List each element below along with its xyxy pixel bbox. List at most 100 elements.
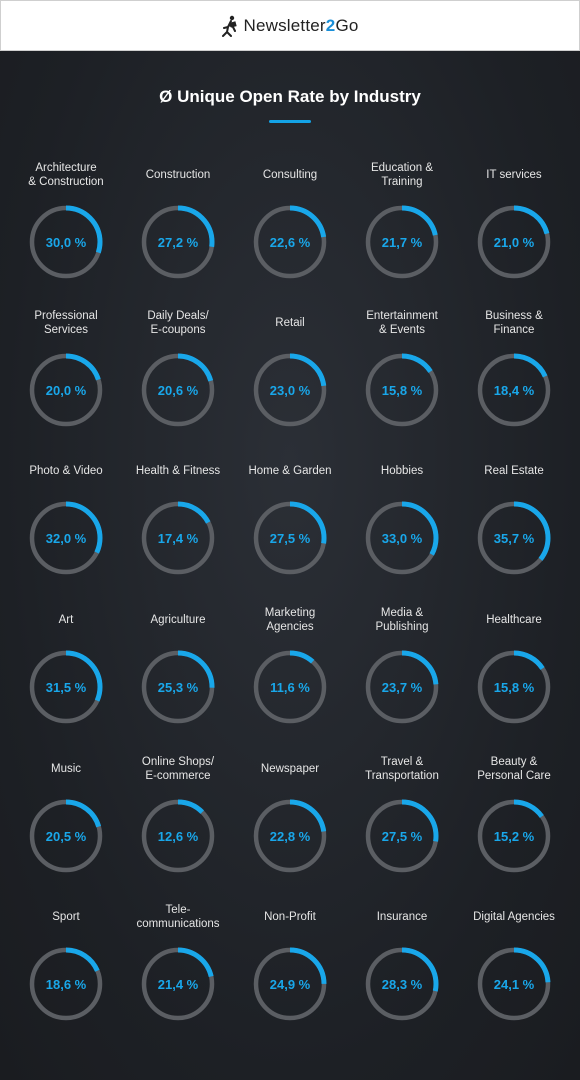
radial-progress bbox=[141, 353, 215, 427]
industry-cell: Health & Fitness 17,4 % bbox=[122, 454, 234, 602]
open-rate-value: 21,0 % bbox=[493, 234, 535, 250]
industry-label: Media & Publishing bbox=[375, 607, 429, 633]
industry-label: Online Shops/ E-commerce bbox=[141, 756, 215, 782]
radial-progress bbox=[365, 650, 439, 724]
industry-label: Consulting bbox=[262, 169, 318, 181]
industry-cell: Tele- communications 21,4 % bbox=[122, 900, 234, 1048]
open-rate-value: 20,5 % bbox=[45, 828, 87, 844]
open-rate-value: 24,1 % bbox=[493, 976, 535, 992]
ring-value-arc bbox=[477, 205, 551, 279]
industry-label: Hobbies bbox=[380, 465, 424, 477]
open-rate-value: 22,8 % bbox=[269, 828, 311, 844]
radial-progress bbox=[477, 205, 551, 279]
ring-value-arc bbox=[253, 501, 327, 575]
radial-progress bbox=[253, 205, 327, 279]
ring-value-arc bbox=[253, 353, 327, 427]
radial-progress bbox=[365, 799, 439, 873]
open-rate-value: 23,0 % bbox=[269, 382, 311, 398]
industry-label: Sport bbox=[52, 911, 80, 923]
industry-label: Music bbox=[50, 763, 82, 775]
industry-cell: Hobbies 33,0 % bbox=[346, 454, 458, 602]
industry-cell: Agriculture 25,3 % bbox=[122, 603, 234, 751]
industry-label: Education & Training bbox=[370, 162, 433, 188]
industry-label: Retail bbox=[275, 317, 305, 329]
radial-progress bbox=[365, 353, 439, 427]
open-rate-value: 32,0 % bbox=[45, 530, 87, 546]
radial-progress bbox=[365, 501, 439, 575]
ring-value-arc bbox=[477, 799, 551, 873]
industry-label: Agriculture bbox=[150, 614, 206, 626]
radial-progress bbox=[477, 353, 551, 427]
industry-cell: IT services 21,0 % bbox=[458, 158, 570, 306]
radial-progress bbox=[141, 205, 215, 279]
industry-cell: Newspaper 22,8 % bbox=[234, 752, 346, 900]
industry-cell: Construction 27,2 % bbox=[122, 158, 234, 306]
industry-label: Newspaper bbox=[260, 763, 320, 775]
industry-label: Marketing Agencies bbox=[264, 607, 316, 633]
radial-progress bbox=[253, 353, 327, 427]
radial-progress bbox=[141, 799, 215, 873]
industry-cell: Home & Garden 27,5 % bbox=[234, 454, 346, 602]
open-rate-value: 17,4 % bbox=[157, 530, 199, 546]
industry-cell: Business & Finance 18,4 % bbox=[458, 306, 570, 454]
ring-value-arc bbox=[477, 353, 551, 427]
industry-cell: Professional Services 20,0 % bbox=[10, 306, 122, 454]
industry-cell: Insurance 28,3 % bbox=[346, 900, 458, 1048]
logo-text: Newsletter2Go bbox=[243, 15, 359, 35]
industry-cell: Travel & Transportation 27,5 % bbox=[346, 752, 458, 900]
open-rate-value: 20,6 % bbox=[157, 382, 199, 398]
industry-label: Art bbox=[58, 614, 74, 626]
open-rate-value: 31,5 % bbox=[45, 679, 87, 695]
industry-cell: Real Estate 35,7 % bbox=[458, 454, 570, 602]
open-rate-value: 27,5 % bbox=[381, 828, 423, 844]
open-rate-value: 27,5 % bbox=[269, 530, 311, 546]
industry-cell: Architecture & Construction 30,0 % bbox=[10, 158, 122, 306]
open-rate-value: 23,7 % bbox=[381, 679, 423, 695]
radial-progress bbox=[29, 650, 103, 724]
radial-progress bbox=[253, 650, 327, 724]
radial-progress bbox=[477, 799, 551, 873]
industry-label: Tele- communications bbox=[136, 904, 220, 930]
industry-cell: Retail 23,0 % bbox=[234, 306, 346, 454]
open-rate-value: 12,6 % bbox=[157, 828, 199, 844]
industry-cell: Media & Publishing 23,7 % bbox=[346, 603, 458, 751]
open-rate-value: 20,0 % bbox=[45, 382, 87, 398]
ring-value-arc bbox=[253, 799, 327, 873]
ring-value-arc bbox=[253, 205, 327, 279]
logo: Newsletter2Go bbox=[221, 15, 358, 37]
title-underline bbox=[269, 120, 311, 123]
header-bar: Newsletter2Go bbox=[0, 0, 580, 51]
industry-cell: Healthcare 15,8 % bbox=[458, 603, 570, 751]
ring-value-arc bbox=[477, 947, 551, 1021]
industry-label: Professional Services bbox=[34, 310, 98, 336]
radial-progress bbox=[477, 947, 551, 1021]
industry-label: Architecture & Construction bbox=[28, 162, 104, 188]
ring-value-arc bbox=[29, 650, 103, 724]
ring-value-arc bbox=[29, 947, 103, 1021]
radial-progress bbox=[365, 205, 439, 279]
open-rate-value: 15,2 % bbox=[493, 828, 535, 844]
industry-cell: Online Shops/ E-commerce 12,6 % bbox=[122, 752, 234, 900]
industry-label: Business & Finance bbox=[485, 310, 543, 336]
open-rate-value: 21,7 % bbox=[381, 234, 423, 250]
ring-value-arc bbox=[253, 650, 327, 724]
open-rate-value: 33,0 % bbox=[381, 530, 423, 546]
industry-cell: Daily Deals/ E-coupons 20,6 % bbox=[122, 306, 234, 454]
industry-label: Entertainment & Events bbox=[366, 310, 438, 336]
open-rate-value: 25,3 % bbox=[157, 679, 199, 695]
industry-label: Daily Deals/ E-coupons bbox=[147, 310, 209, 336]
open-rate-value: 18,6 % bbox=[45, 976, 87, 992]
ring-value-arc bbox=[365, 799, 439, 873]
industry-label: Home & Garden bbox=[248, 465, 332, 477]
ring-value-arc bbox=[141, 205, 215, 279]
industry-cell: Sport 18,6 % bbox=[10, 900, 122, 1048]
ring-value-arc bbox=[29, 205, 103, 279]
industry-cell: Consulting 22,6 % bbox=[234, 158, 346, 306]
radial-progress bbox=[253, 947, 327, 1021]
ring-value-arc bbox=[365, 353, 439, 427]
open-rate-value: 15,8 % bbox=[381, 382, 423, 398]
industry-cell: Digital Agencies 24,1 % bbox=[458, 900, 570, 1048]
industry-label: Insurance bbox=[376, 911, 428, 923]
open-rate-value: 28,3 % bbox=[381, 976, 423, 992]
industry-label: Healthcare bbox=[486, 614, 542, 626]
